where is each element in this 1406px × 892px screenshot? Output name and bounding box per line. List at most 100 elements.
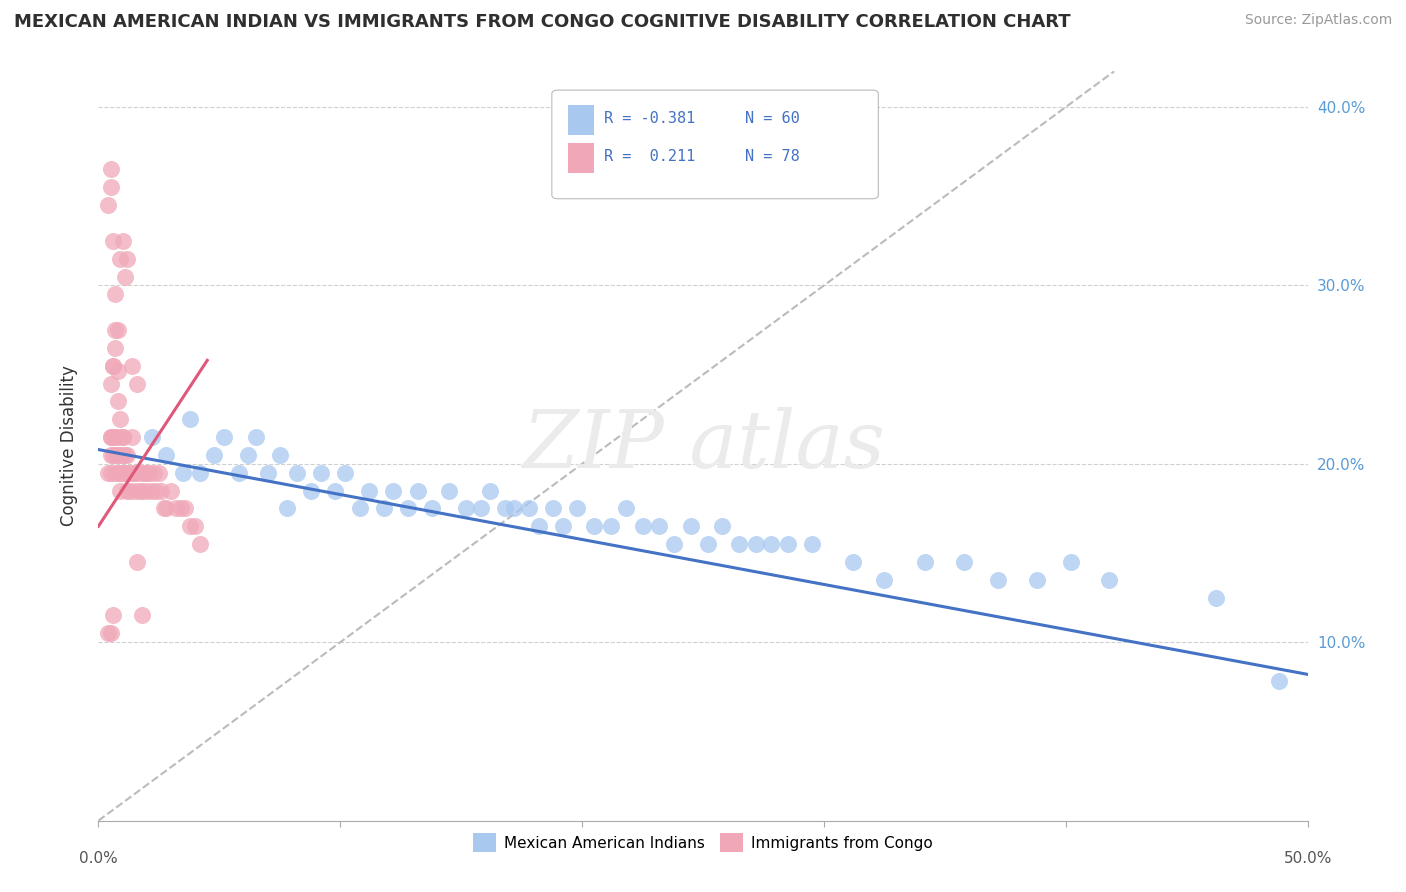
Point bbox=[160, 483, 183, 498]
Point bbox=[127, 376, 149, 391]
FancyBboxPatch shape bbox=[568, 105, 595, 135]
Point bbox=[614, 501, 637, 516]
Point bbox=[179, 412, 201, 426]
Point bbox=[165, 501, 187, 516]
Point bbox=[728, 537, 751, 551]
Point bbox=[100, 430, 122, 444]
Point bbox=[711, 519, 734, 533]
Point bbox=[117, 252, 139, 266]
Point bbox=[134, 466, 156, 480]
Text: R = -0.381: R = -0.381 bbox=[603, 112, 695, 126]
Point bbox=[914, 555, 936, 569]
Point bbox=[567, 501, 589, 516]
Point bbox=[987, 573, 1010, 587]
Point bbox=[238, 448, 260, 462]
Point bbox=[204, 448, 226, 462]
Point bbox=[104, 287, 127, 301]
Point bbox=[97, 626, 120, 640]
Point bbox=[114, 269, 136, 284]
Point bbox=[953, 555, 976, 569]
Point bbox=[101, 430, 124, 444]
Point bbox=[101, 234, 124, 248]
Point bbox=[118, 466, 141, 480]
Point bbox=[108, 252, 131, 266]
Point bbox=[583, 519, 606, 533]
Point bbox=[470, 501, 492, 516]
Point bbox=[174, 501, 197, 516]
Point bbox=[776, 537, 799, 551]
Point bbox=[114, 448, 136, 462]
Point bbox=[108, 466, 131, 480]
Point bbox=[406, 483, 429, 498]
Point bbox=[600, 519, 623, 533]
Point bbox=[111, 430, 134, 444]
Point bbox=[325, 483, 347, 498]
Point bbox=[631, 519, 654, 533]
Point bbox=[117, 483, 139, 498]
Point bbox=[131, 483, 153, 498]
Text: R =  0.211: R = 0.211 bbox=[603, 149, 695, 163]
Point bbox=[842, 555, 865, 569]
Point bbox=[111, 466, 134, 480]
Point bbox=[479, 483, 502, 498]
Point bbox=[101, 448, 124, 462]
Point bbox=[172, 466, 194, 480]
Point bbox=[517, 501, 540, 516]
Legend: Mexican American Indians, Immigrants from Congo: Mexican American Indians, Immigrants fro… bbox=[467, 827, 939, 858]
Point bbox=[124, 466, 146, 480]
Point bbox=[117, 448, 139, 462]
Point bbox=[100, 162, 122, 177]
Point bbox=[152, 501, 174, 516]
Point bbox=[309, 466, 332, 480]
Point bbox=[135, 466, 157, 480]
Point bbox=[228, 466, 250, 480]
Point bbox=[138, 466, 160, 480]
Point bbox=[135, 483, 157, 498]
Point bbox=[141, 430, 163, 444]
Point bbox=[108, 412, 131, 426]
Point bbox=[662, 537, 685, 551]
Point bbox=[121, 359, 143, 373]
Point bbox=[269, 448, 291, 462]
Point bbox=[285, 466, 308, 480]
Point bbox=[101, 359, 124, 373]
Point bbox=[800, 537, 823, 551]
Point bbox=[245, 430, 267, 444]
Point bbox=[188, 466, 211, 480]
Point bbox=[104, 466, 127, 480]
Point bbox=[648, 519, 671, 533]
Point bbox=[131, 608, 153, 623]
Point bbox=[121, 466, 143, 480]
Point bbox=[150, 483, 173, 498]
Text: ZIP atlas: ZIP atlas bbox=[522, 408, 884, 484]
Point bbox=[107, 466, 129, 480]
Point bbox=[107, 430, 129, 444]
Point bbox=[121, 430, 143, 444]
Point bbox=[117, 466, 139, 480]
Point bbox=[100, 180, 122, 194]
Point bbox=[104, 341, 127, 355]
Point bbox=[127, 555, 149, 569]
Point bbox=[100, 430, 122, 444]
Point bbox=[333, 466, 356, 480]
Point bbox=[527, 519, 550, 533]
Point bbox=[104, 323, 127, 337]
Point bbox=[104, 448, 127, 462]
Point bbox=[111, 448, 134, 462]
Point bbox=[107, 323, 129, 337]
Text: MEXICAN AMERICAN INDIAN VS IMMIGRANTS FROM CONGO COGNITIVE DISABILITY CORRELATIO: MEXICAN AMERICAN INDIAN VS IMMIGRANTS FR… bbox=[14, 13, 1071, 31]
Point bbox=[349, 501, 371, 516]
Point bbox=[551, 519, 574, 533]
Point bbox=[396, 501, 419, 516]
Point bbox=[155, 448, 177, 462]
Point bbox=[1059, 555, 1081, 569]
Point bbox=[359, 483, 381, 498]
Point bbox=[276, 501, 298, 516]
Point bbox=[759, 537, 782, 551]
Point bbox=[97, 198, 120, 212]
Text: 0.0%: 0.0% bbox=[79, 851, 118, 866]
Point bbox=[111, 430, 134, 444]
Point bbox=[169, 501, 191, 516]
Point bbox=[127, 466, 149, 480]
Point bbox=[873, 573, 896, 587]
